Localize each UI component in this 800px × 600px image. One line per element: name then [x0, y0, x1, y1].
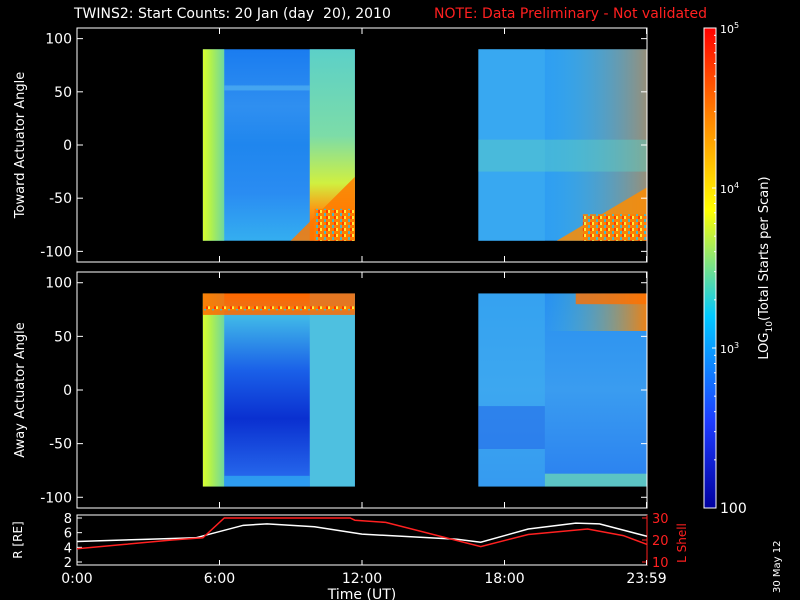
y-tick-label: -50 — [49, 191, 72, 207]
panel-frame-orbit — [76, 514, 648, 566]
y-tick-label: 0 — [63, 383, 72, 399]
heat-cells — [478, 49, 545, 241]
heatmap-toward-block-1 — [202, 49, 355, 241]
heat-cells — [314, 208, 355, 241]
y-tick-label: 0 — [63, 138, 72, 154]
left-axis-label: R [RE] — [11, 521, 25, 558]
y-tick-label: 50 — [54, 329, 72, 345]
heat-cells — [224, 85, 310, 91]
heat-cells — [544, 473, 647, 487]
heat-cells — [202, 306, 355, 311]
left-axis-tick-label: 8 — [64, 512, 72, 527]
x-axis-label: Time (UT) — [327, 587, 396, 600]
y-tick-label: -100 — [40, 244, 72, 260]
heat-cells — [309, 293, 355, 487]
preliminary-note: NOTE: Data Preliminary - Not validated — [434, 6, 708, 22]
colorbar-tick-label: 105 — [720, 21, 739, 36]
colorbar-tick-label: 103 — [720, 341, 739, 356]
heatmap-away-block-1 — [202, 293, 355, 487]
right-axis-tick-label: 10 — [652, 556, 669, 571]
y-axis-label-toward: Toward Actuator Angle — [13, 72, 28, 219]
y-tick-label: 50 — [54, 85, 72, 101]
colorbar — [703, 27, 717, 509]
heatmap-toward-block-2 — [478, 49, 647, 241]
heatmap-away-block-2 — [478, 293, 647, 487]
heat-cells — [202, 49, 225, 241]
heat-cells — [202, 293, 225, 487]
y-tick-label: 100 — [45, 32, 72, 48]
right-axis-tick-label: 20 — [652, 534, 669, 549]
x-tick-label: 12:00 — [342, 571, 382, 587]
colorbar-label: LOG10(Total Starts per Scan) — [757, 176, 775, 359]
heat-cells — [202, 293, 355, 315]
x-tick-label: 6:00 — [204, 571, 235, 587]
x-tick-label: 23:59 — [626, 571, 666, 587]
orbit-series — [77, 517, 647, 550]
y-tick-label: 100 — [45, 276, 72, 292]
chart-title: TWINS2: Start Counts: 20 Jan (day 20), 2… — [74, 6, 391, 22]
left-axis-tick-label: 6 — [64, 527, 72, 542]
heat-cells — [478, 139, 647, 172]
y-axis-label-away: Away Actuator Angle — [13, 322, 28, 457]
lshell-series-line — [77, 517, 647, 550]
colorbar-tick-label: 104 — [720, 181, 739, 196]
right-axis-tick-label: 30 — [652, 512, 669, 527]
heat-cells — [478, 293, 545, 487]
right-axis-label: L Shell — [675, 523, 689, 563]
left-axis-tick-label: 2 — [64, 556, 72, 571]
left-axis-tick-label: 4 — [64, 541, 72, 556]
y-tick-label: -100 — [40, 490, 72, 506]
x-tick-label: 18:00 — [484, 571, 524, 587]
r-series-line — [77, 522, 647, 543]
heat-cells — [478, 406, 545, 449]
colorbar-tick-label: 100 — [720, 501, 747, 517]
heat-cells — [582, 214, 647, 241]
heat-cells — [575, 293, 647, 305]
y-tick-label: -50 — [49, 437, 72, 453]
heat-cells — [224, 475, 310, 487]
x-tick-label: 0:00 — [61, 571, 92, 587]
